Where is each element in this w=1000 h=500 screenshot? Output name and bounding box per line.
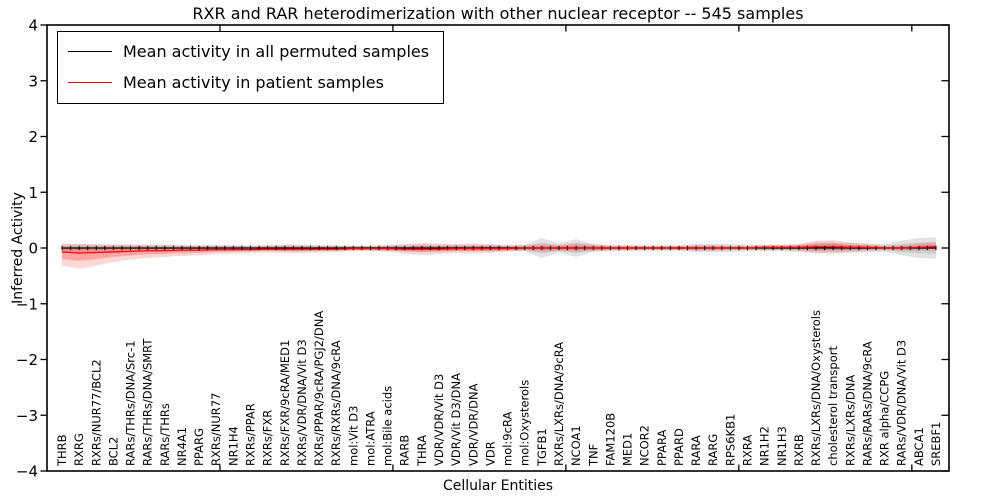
y-tick-label: 0 <box>28 240 38 258</box>
band-patient-outer <box>62 240 936 269</box>
legend-box: Mean activity in all permuted samples Me… <box>57 31 445 104</box>
x-category-label: RXRB <box>792 434 806 466</box>
legend-line-sample-patient <box>68 81 112 83</box>
x-category-label: RARs/THRs/DNA/Src-1 <box>124 340 138 466</box>
x-category-label: mol:Oxysterols <box>518 380 532 466</box>
x-category-label: NR1H2 <box>758 426 772 466</box>
x-category-label: VDR <box>483 441 497 466</box>
x-category-label: PPARD <box>672 428 686 466</box>
x-category-label: PPARA <box>655 429 669 466</box>
x-category-label: RXRs/FXR <box>261 410 275 466</box>
x-category-label: cholesterol transport <box>826 346 840 466</box>
x-category-label: NCOA1 <box>569 425 583 466</box>
y-tick-label: 1 <box>28 184 38 202</box>
x-category-label: RXRs/RXRs/DNA/9cRA <box>329 340 343 466</box>
chart-title: RXR and RAR heterodimerization with othe… <box>192 4 804 23</box>
x-category-label: ABCA1 <box>912 427 926 466</box>
x-category-label: RXRs/LXRs/DNA/Oxysterols <box>809 310 823 466</box>
x-category-label: NCOR2 <box>638 425 652 466</box>
x-category-label: RARs/VDR/DNA/Vit D3 <box>895 340 909 466</box>
x-category-label: VDR/VDR/DNA <box>466 383 480 466</box>
x-category-label: RXRG <box>72 433 86 466</box>
legend-label-patient: Mean activity in patient samples <box>123 72 384 92</box>
x-category-label: mol:Bile acids <box>381 386 395 466</box>
y-tick-label: −4 <box>16 463 38 481</box>
legend-line-sample-permuted <box>68 50 112 52</box>
x-axis-label: Cellular Entities <box>442 478 554 494</box>
x-category-label: RARB <box>398 435 412 466</box>
x-category-label: NR1H3 <box>775 426 789 466</box>
x-category-label: VDR/Vit D3/DNA <box>449 373 463 466</box>
x-category-label: RXRs/VDR/DNA/Vit D3 <box>295 339 309 466</box>
legend-label-permuted: Mean activity in all permuted samples <box>123 41 430 61</box>
x-category-label: BCL2 <box>106 437 120 466</box>
x-category-label: THRB <box>55 434 69 467</box>
x-category-label: RARs/RARs/DNA/9cRA <box>860 341 874 466</box>
y-tick-label: −1 <box>16 295 38 313</box>
x-category-label: RARs/THRs/DNA/SMRT <box>141 338 155 466</box>
y-tick-label: 3 <box>28 72 38 90</box>
x-category-label: RXRs/PPAR <box>244 403 258 466</box>
legend-item-permuted: Mean activity in all permuted samples <box>68 39 429 63</box>
x-category-label: mol:Vit D3 <box>346 406 360 466</box>
x-category-label: VDR/VDR/Vit D3 <box>432 374 446 466</box>
x-category-label: RXRs/LXRs/DNA <box>843 375 857 466</box>
y-tick-label: −2 <box>16 351 38 369</box>
y-tick-label: 2 <box>28 128 38 146</box>
x-category-label: NR1H4 <box>226 426 240 466</box>
x-category-label: mol:9cRA <box>501 412 515 466</box>
x-category-label: PPARG <box>192 428 206 466</box>
x-category-label: RXRs/LXRs/DNA/9cRA <box>552 342 566 466</box>
x-category-label: RXRA <box>740 435 754 466</box>
x-category-label: RXRs/FXR/9cRA/MED1 <box>278 340 292 466</box>
x-category-label: MED1 <box>621 433 635 466</box>
y-axis-label: Inferred Activity <box>10 192 26 304</box>
x-category-label: RXRs/NUR77/BCL2 <box>89 359 103 466</box>
legend-item-patient: Mean activity in patient samples <box>68 70 429 94</box>
x-category-label: RARs/THRs <box>158 403 172 466</box>
x-category-label: TGFB1 <box>535 428 549 467</box>
x-category-label: FAM120B <box>603 413 617 466</box>
x-category-label: RXRs/NUR77 <box>209 393 223 466</box>
y-tick-label: 4 <box>28 17 38 35</box>
x-category-label: NR4A1 <box>175 427 189 466</box>
x-category-label: RARG <box>706 434 720 466</box>
x-category-label: THRA <box>415 435 429 467</box>
x-category-label: RPS6KB1 <box>723 414 737 466</box>
x-category-label: RARA <box>689 435 703 466</box>
y-tick-label: −3 <box>16 407 38 425</box>
x-category-label: TNF <box>586 444 600 467</box>
x-category-label: RXR alpha/CCPG <box>878 371 892 466</box>
x-category-label: RXRs/PPAR/9cRA/PGJ2/DNA <box>312 311 326 466</box>
x-category-label: SREBF1 <box>929 422 943 466</box>
x-category-label: mol:ATRA <box>363 411 377 466</box>
